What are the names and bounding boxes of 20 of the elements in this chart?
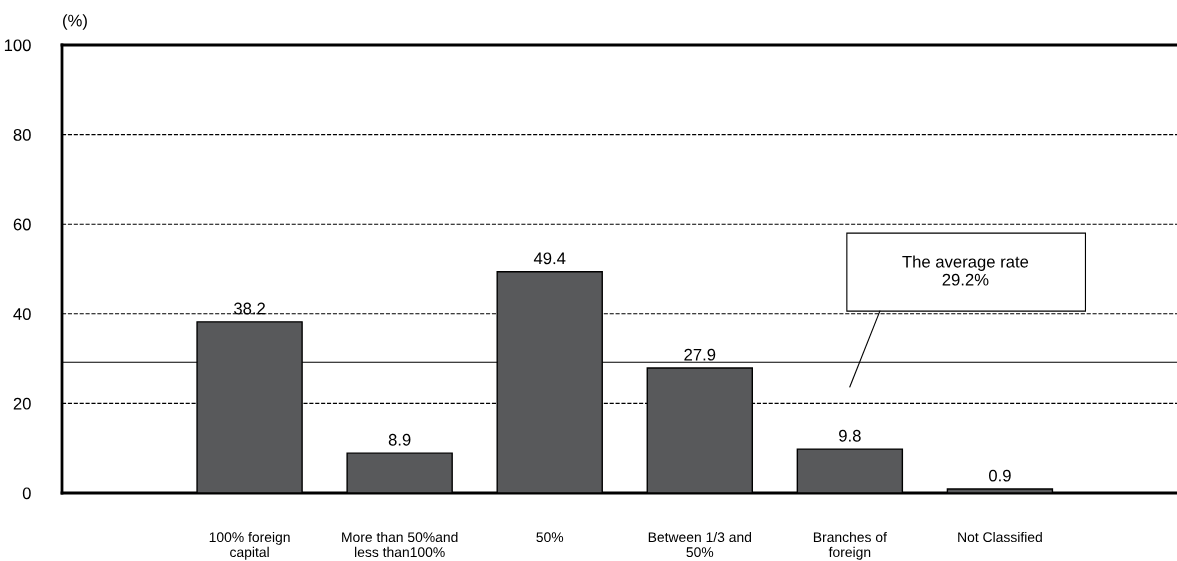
y-tick-label: 20: [13, 397, 31, 410]
data-label: 8.9: [388, 433, 411, 446]
y-tick-label: 80: [13, 129, 31, 141]
x-tick-label: Branches of foreign: [813, 531, 887, 560]
data-label: 38.2: [234, 302, 265, 315]
x-tick-label: Between 1/3 and 50%: [648, 531, 752, 558]
x-tick-label: 100% foreign capital: [209, 531, 290, 560]
data-label: 27.9: [684, 348, 716, 361]
y-tick-label: 0: [22, 487, 31, 500]
x-tick-label: 50%: [536, 532, 564, 543]
data-label: 0.9: [988, 469, 1011, 482]
y-tick-label: 100: [4, 39, 31, 52]
ref-line-label: The average rate 29.2%: [902, 255, 1029, 286]
y-tick-label: 40: [13, 308, 31, 320]
x-tick-label: More than 50%and less than100%: [342, 531, 458, 558]
data-label: 49.4: [533, 252, 566, 265]
y-tick-label: 60: [13, 218, 31, 231]
data-label: 9.8: [839, 429, 861, 442]
x-tick-label: Not Classified: [958, 531, 1042, 543]
y-axis-title: (%): [63, 14, 87, 30]
